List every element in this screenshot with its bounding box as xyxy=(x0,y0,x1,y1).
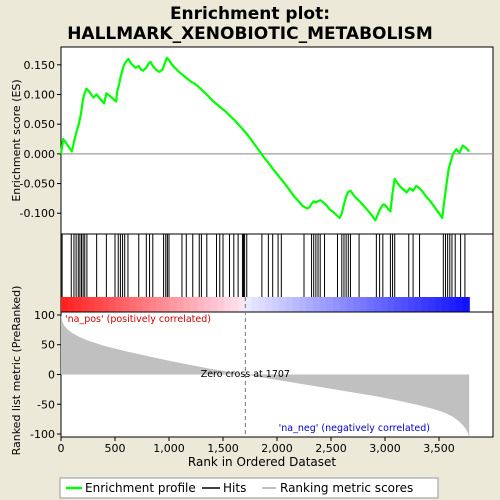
ranking-color-segment xyxy=(74,297,83,312)
ranking-color-segment xyxy=(176,297,185,312)
ranking-color-segment xyxy=(421,297,430,312)
x-tick-label: 1,000 xyxy=(153,442,185,455)
metric-y-tick-label: -50 xyxy=(37,398,55,411)
es-axis-label: Enrichment score (ES) xyxy=(10,79,23,201)
x-tick-label: 3,500 xyxy=(423,442,455,455)
x-tick-label: 3,000 xyxy=(369,442,401,455)
chart-subtitle: HALLMARK_XENOBIOTIC_METABOLISM xyxy=(67,24,433,44)
metric-axis-label: Ranked list metric (PreRanked) xyxy=(10,286,23,456)
ranking-color-segment xyxy=(217,297,225,312)
ranking-color-segment xyxy=(183,297,191,312)
ranking-color-segment xyxy=(265,297,273,312)
ranking-color-segment xyxy=(360,297,368,312)
ranking-color-segment xyxy=(108,297,117,312)
metric-y-tick-label: 0 xyxy=(48,369,55,382)
ranking-color-segment xyxy=(190,297,198,312)
ranking-color-segment xyxy=(142,297,151,312)
x-tick-label: 2,000 xyxy=(261,442,293,455)
es-panel: -0.100 -0.050 0.000 0.050 0.100 0.150 xyxy=(20,46,494,235)
ranking-color-segment xyxy=(428,297,436,312)
ranking-color-segment xyxy=(88,297,96,312)
ranking-color-segment xyxy=(231,297,239,312)
es-y-tick-label: 0.150 xyxy=(24,59,56,72)
ranking-metric-area xyxy=(61,315,470,437)
ranking-color-segment xyxy=(333,297,341,312)
ranking-color-segment xyxy=(197,297,205,312)
es-y-tick-label: 0.000 xyxy=(24,148,56,161)
ranking-color-segment xyxy=(462,297,470,312)
zero-cross-annotation: Zero cross at 1707 xyxy=(201,369,290,380)
ranking-color-segment xyxy=(285,297,293,312)
legend-hits-label: Hits xyxy=(223,481,246,495)
es-y-tick-label: 0.100 xyxy=(24,88,56,101)
ranking-color-segment xyxy=(81,297,89,312)
ranking-color-segment xyxy=(278,297,287,312)
ranking-color-segment xyxy=(115,297,123,312)
es-y-tick-label: 0.050 xyxy=(24,118,56,131)
ranking-color-segment xyxy=(258,297,266,312)
metric-y-tick-label: 50 xyxy=(41,339,55,352)
ranking-color-segment xyxy=(387,297,395,312)
ranking-color-segment xyxy=(394,297,402,312)
ranking-color-segment xyxy=(312,297,321,312)
ranking-color-segment xyxy=(401,297,409,312)
ranking-color-segment xyxy=(101,297,110,312)
ranking-color-segment xyxy=(163,297,171,312)
x-axis-label: Rank in Ordered Dataset xyxy=(188,455,336,469)
ranking-color-segment xyxy=(149,297,157,312)
ranking-color-segment xyxy=(326,297,334,312)
x-tick-label: 500 xyxy=(105,442,126,455)
ranking-color-segment xyxy=(129,297,137,312)
legend-box xyxy=(59,477,439,499)
ranking-color-segment xyxy=(169,297,178,312)
es-plot-area xyxy=(60,46,494,235)
ranking-color-segment xyxy=(353,297,361,312)
na-neg-annotation: 'na_neg' (negatively correlated) xyxy=(279,423,430,434)
x-tick-label: 0 xyxy=(58,442,65,455)
hits-panel xyxy=(60,233,494,313)
ranking-color-segment xyxy=(408,297,416,312)
na-pos-annotation: 'na_pos' (positively correlated) xyxy=(65,314,211,325)
ranking-color-segment xyxy=(339,297,348,312)
ranking-metric-panel: -100 -50 0 50 100 'na_pos' (positively correl… xyxy=(30,297,494,455)
ranking-color-segment xyxy=(299,297,307,312)
ranking-color-segment xyxy=(305,297,314,312)
ranking-color-segment xyxy=(156,297,164,312)
legend-profile-label: Enrichment profile xyxy=(85,481,196,495)
legend-metric-label: Ranking metric scores xyxy=(280,481,413,495)
ranking-color-segment xyxy=(203,297,212,312)
ranking-color-segment xyxy=(442,297,450,312)
ranking-color-segment xyxy=(455,297,464,312)
ranking-color-segment xyxy=(95,297,103,312)
ranking-color-segment xyxy=(380,297,389,312)
ranking-color-segment xyxy=(244,297,253,312)
ranking-color-segment xyxy=(61,297,69,312)
ranking-color-segment xyxy=(319,297,327,312)
enrichment-profile-line xyxy=(59,56,471,222)
ranking-color-segment xyxy=(346,297,355,312)
ranking-color-segment xyxy=(448,297,457,312)
x-tick-label: 2,500 xyxy=(315,442,347,455)
es-y-tick-label: -0.050 xyxy=(20,178,55,191)
ranking-color-segment xyxy=(224,297,232,312)
chart-title: Enrichment plot: xyxy=(170,4,330,24)
ranking-color-segment xyxy=(135,297,144,312)
legend: Enrichment profile Hits Ranking metric sco… xyxy=(59,477,439,499)
ranking-color-segment xyxy=(122,297,130,312)
ranking-color-segment xyxy=(414,297,423,312)
ranking-color-segment xyxy=(251,297,259,312)
x-tick-label: 1,500 xyxy=(207,442,239,455)
ranking-color-segment xyxy=(67,297,76,312)
ranking-color-segment xyxy=(271,297,280,312)
ranking-color-segment xyxy=(292,297,300,312)
ranking-color-segment xyxy=(373,297,382,312)
metric-y-tick-label: 100 xyxy=(34,309,55,322)
ranking-color-segment xyxy=(237,297,246,312)
ranking-color-segment xyxy=(210,297,219,312)
metric-y-tick-label: -100 xyxy=(30,428,55,441)
ranking-color-segment xyxy=(435,297,443,312)
ranking-color-segment xyxy=(367,297,375,312)
es-y-tick-label: -0.100 xyxy=(20,207,55,220)
